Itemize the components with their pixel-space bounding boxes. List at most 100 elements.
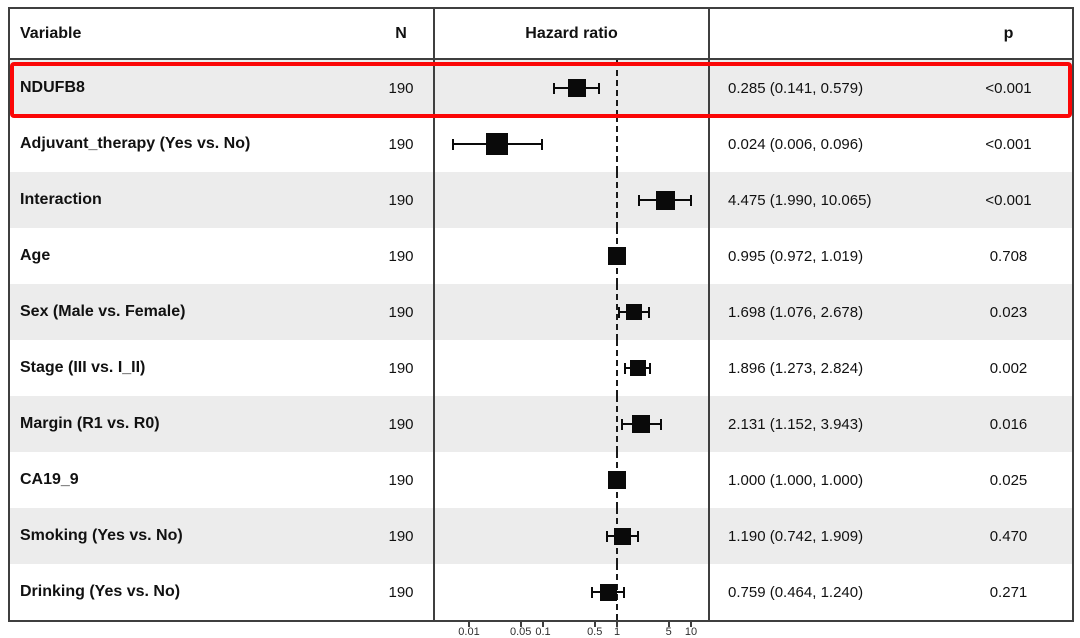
table-row: Smoking (Yes vs. No) 190 1.190 (0.742, 1.9… (10, 508, 1072, 564)
hazard-ratio-plot-cell (433, 172, 710, 228)
ci-cap-right (622, 587, 625, 598)
hr-ci-label: 1.190 (0.742, 1.909) (728, 527, 864, 545)
ci-cap-right (636, 531, 639, 542)
estimate-cell: 1.698 (1.076, 2.678) 0.023 (710, 284, 1072, 340)
forest-plot-table: Variable N Hazard ratio p NDUFB8 190 0.285… (8, 7, 1074, 622)
p-value: 0.002 (989, 359, 1028, 377)
hazard-ratio-plot-cell (433, 228, 710, 284)
ci-cap-right (660, 419, 663, 430)
header-plot-cell: Hazard ratio (433, 9, 710, 58)
estimate-cell: 0.024 (0.006, 0.096) <0.001 (710, 116, 1072, 172)
header-left-cell: Variable N (10, 9, 433, 58)
variable-label: Margin (R1 vs. R0) (20, 415, 160, 432)
axis-tick-label: 10 (684, 626, 698, 638)
reference-line (616, 340, 618, 396)
ci-cap-left (618, 307, 621, 318)
hr-ci-label: 4.475 (1.990, 10.065) (728, 191, 872, 209)
ci-cap-left (623, 363, 626, 374)
variable-cell: Margin (R1 vs. R0) 190 (10, 396, 433, 452)
estimate-cell: 2.131 (1.152, 3.943) 0.016 (710, 396, 1072, 452)
hr-point-marker (614, 527, 632, 545)
estimate-cell: 1.000 (1.000, 1.000) 0.025 (710, 452, 1072, 508)
estimate-cell: 0.759 (0.464, 1.240) 0.271 (710, 564, 1072, 620)
hazard-ratio-plot-cell (433, 340, 710, 396)
p-value: <0.001 (985, 79, 1032, 97)
header-n: N (395, 24, 407, 42)
axis-tick (690, 621, 692, 627)
n-value: 190 (388, 359, 414, 377)
ci-cap-right (647, 307, 650, 318)
variable-cell: CA19_9 190 (10, 452, 433, 508)
n-value: 190 (388, 583, 414, 601)
axis-tick-label: 0.5 (587, 626, 603, 638)
n-value: 190 (388, 303, 414, 321)
hr-point-marker (567, 79, 586, 97)
table-row: Drinking (Yes vs. No) 190 0.759 (0.464, 1.… (10, 564, 1072, 620)
variable-cell: Adjuvant_therapy (Yes vs. No) 190 (10, 116, 433, 172)
n-value: 190 (388, 471, 414, 489)
header-right-cell: p (710, 9, 1072, 58)
estimate-cell: 0.285 (0.141, 0.579) <0.001 (710, 60, 1072, 116)
n-value: 190 (388, 247, 414, 265)
ci-cap-left (638, 195, 641, 206)
axis-tick (519, 621, 522, 627)
variable-label: Adjuvant_therapy (Yes vs. No) (20, 135, 251, 152)
hr-point-marker (629, 360, 646, 376)
axis-tick (593, 621, 596, 627)
hr-ci-label: 0.759 (0.464, 1.240) (728, 583, 864, 601)
hr-ci-label: 0.024 (0.006, 0.096) (728, 135, 864, 153)
hr-ci-label: 1.000 (1.000, 1.000) (728, 471, 864, 489)
variable-label: CA19_9 (20, 471, 79, 488)
reference-line (616, 172, 618, 228)
reference-line (616, 284, 618, 340)
hazard-ratio-plot-cell (433, 284, 710, 340)
hazard-ratio-plot-cell (433, 60, 710, 116)
table-header-row: Variable N Hazard ratio p (10, 9, 1072, 60)
ci-cap-left (553, 83, 556, 94)
variable-cell: Interaction 190 (10, 172, 433, 228)
table-row: NDUFB8 190 0.285 (0.141, 0.579) <0.001 (10, 60, 1072, 116)
table-row: Sex (Male vs. Female) 190 1.698 (1.076, 2.… (10, 284, 1072, 340)
hr-point-marker (608, 471, 626, 489)
table-row: Interaction 190 4.475 (1.990, 10.065) <0.00… (10, 172, 1072, 228)
n-value: 190 (388, 527, 414, 545)
variable-label: Age (20, 247, 51, 264)
axis-tick (667, 621, 670, 627)
hazard-ratio-plot-cell (433, 508, 710, 564)
axis-tick-label: 5 (665, 626, 672, 638)
ci-cap-left (451, 139, 454, 150)
table-row: Stage (III vs. I_II) 190 1.896 (1.273, 2.8… (10, 340, 1072, 396)
p-value: 0.271 (989, 583, 1028, 601)
ci-cap-left (606, 531, 609, 542)
n-value: 190 (388, 191, 414, 209)
axis-tick-label: 0.1 (535, 626, 551, 638)
p-value: 0.470 (989, 527, 1028, 545)
axis-tick-label: 1 (613, 626, 621, 638)
axis-tick (542, 621, 544, 627)
estimate-cell: 0.995 (0.972, 1.019) 0.708 (710, 228, 1072, 284)
ci-cap-right (649, 363, 652, 374)
ci-cap-right (540, 139, 543, 150)
header-p: p (1003, 24, 1014, 42)
table-row: Margin (R1 vs. R0) 190 2.131 (1.152, 3.943… (10, 396, 1072, 452)
ci-cap-left (591, 587, 594, 598)
p-value: 0.708 (989, 247, 1028, 265)
p-value: <0.001 (985, 191, 1032, 209)
reference-line (616, 60, 618, 116)
table-row: Adjuvant_therapy (Yes vs. No) 190 0.024 (0… (10, 116, 1072, 172)
table-body: NDUFB8 190 0.285 (0.141, 0.579) <0.001 Adjuv… (10, 60, 1072, 620)
axis-tick (616, 621, 618, 627)
axis-tick (468, 621, 470, 627)
axis-tick-label: 0.01 (458, 626, 480, 638)
reference-line (616, 396, 618, 452)
hr-ci-label: 2.131 (1.152, 3.943) (728, 415, 864, 433)
header-hazard-ratio: Hazard ratio (525, 24, 618, 42)
table-row: CA19_9 190 1.000 (1.000, 1.000) 0.025 (10, 452, 1072, 508)
hr-point-marker (626, 304, 642, 320)
variable-cell: Smoking (Yes vs. No) 190 (10, 508, 433, 564)
hr-point-marker (599, 583, 617, 601)
ci-cap-left (620, 419, 623, 430)
variable-label: Drinking (Yes vs. No) (20, 583, 181, 600)
hr-point-marker (655, 190, 675, 210)
variable-cell: Stage (III vs. I_II) 190 (10, 340, 433, 396)
